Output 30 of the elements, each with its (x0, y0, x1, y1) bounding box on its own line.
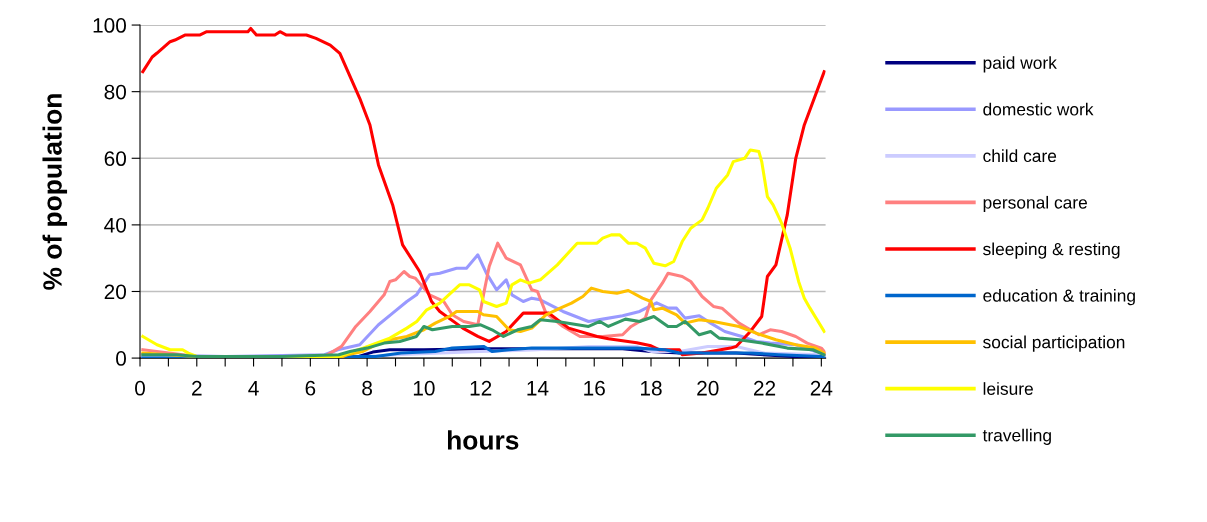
x-tick-label: 10 (413, 380, 435, 396)
x-tick-label: 24 (810, 380, 833, 396)
legend-label: domestic work (983, 102, 1094, 116)
x-tick-label: 18 (641, 380, 662, 396)
x-tick-label: 22 (754, 380, 776, 396)
legend-label: education & training (983, 289, 1135, 306)
x-tick-label: 14 (527, 381, 549, 396)
y-tick-label: 100 (93, 18, 127, 33)
x-axis-title: hours (447, 430, 519, 450)
legend-label: personal care (983, 195, 1087, 213)
y-tick-label: 80 (104, 84, 126, 100)
x-tick-label: 8 (362, 380, 373, 396)
legend-label: sleeping & resting (983, 242, 1120, 259)
x-tick-label: 6 (305, 380, 316, 396)
y-tick-label: 40 (104, 217, 126, 233)
x-tick-label: 16 (584, 380, 605, 396)
x-tick-label: 20 (697, 380, 719, 396)
legend-label: paid work (983, 56, 1057, 73)
x-tick-label: 0 (135, 380, 145, 396)
legend-label: travelling (982, 428, 1051, 445)
y-tick-label: 20 (104, 284, 126, 300)
y-axis-title: % of population (42, 94, 68, 290)
x-tick-label: 12 (470, 380, 492, 396)
legend-label: child care (983, 149, 1057, 163)
y-tick-label: 60 (104, 151, 126, 167)
y-tick-label: 0 (116, 351, 126, 366)
x-tick-label: 2 (192, 380, 202, 396)
x-tick-label: 4 (248, 381, 259, 396)
legend-label: social participation (983, 335, 1125, 352)
legend-label: leisure (983, 382, 1033, 395)
